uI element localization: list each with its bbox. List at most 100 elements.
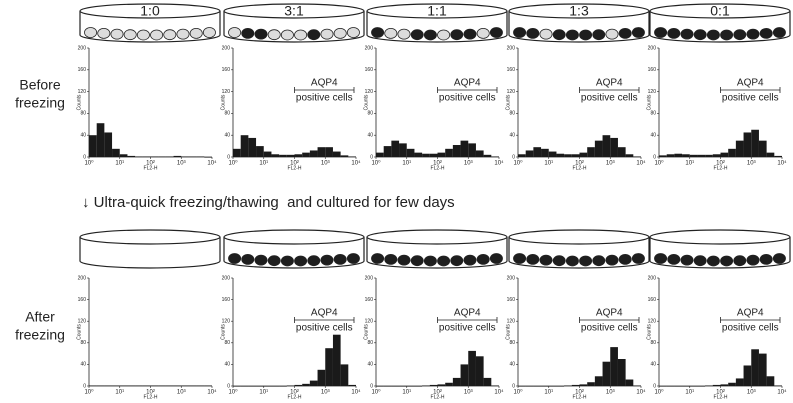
- cell: [320, 28, 334, 40]
- x-axis-label: FL2-H: [714, 394, 728, 400]
- cell: [150, 29, 164, 41]
- bar: [617, 147, 626, 157]
- x-tick-label: 10⁰: [371, 160, 381, 167]
- annotation: positive cells: [581, 323, 638, 334]
- bar: [689, 386, 698, 387]
- dish-rim: [366, 3, 508, 19]
- bar: [383, 146, 392, 157]
- x-tick-label: 10⁰: [513, 389, 523, 396]
- bar: [720, 384, 729, 386]
- x-tick-label: 10³: [747, 161, 756, 167]
- cell: [254, 254, 268, 266]
- annotation: AQP4: [596, 78, 623, 89]
- y-tick-label: 200: [222, 45, 231, 51]
- bar: [204, 157, 212, 158]
- cell: [552, 29, 566, 41]
- bar: [541, 386, 549, 387]
- bar: [751, 349, 759, 386]
- annotation: AQP4: [454, 78, 481, 89]
- x-tick-label: 10³: [464, 390, 473, 396]
- annotation: positive cells: [296, 93, 353, 104]
- bar: [564, 385, 572, 387]
- x-tick-label: 10⁰: [84, 160, 94, 167]
- bar: [188, 385, 197, 387]
- bar: [525, 150, 534, 157]
- x-tick-label: 10⁴: [777, 389, 787, 396]
- bar: [633, 385, 641, 387]
- cell: [605, 28, 619, 40]
- y-tick-label: 0: [227, 383, 230, 389]
- x-tick-label: 10⁰: [654, 160, 664, 167]
- cell: [202, 27, 216, 38]
- bar: [460, 140, 469, 157]
- x-tick-label: 10¹: [259, 161, 268, 167]
- cell: [384, 27, 398, 39]
- bar: [294, 154, 303, 157]
- x-tick-label: 10²: [716, 390, 725, 396]
- dish-rim: [79, 229, 221, 245]
- y-tick-label: 120: [222, 89, 231, 95]
- dish-label: 3:1: [284, 3, 304, 19]
- cell: [110, 28, 124, 40]
- bar: [548, 386, 557, 387]
- y-tick-label: 40: [509, 362, 515, 368]
- y-tick-label: 200: [78, 275, 87, 281]
- y-tick-label: 120: [648, 89, 657, 95]
- x-tick-label: 10²: [290, 390, 299, 396]
- y-tick-label: 120: [78, 89, 87, 95]
- cell: [307, 29, 321, 41]
- bar: [399, 143, 407, 157]
- bar: [204, 385, 212, 387]
- bar: [271, 154, 280, 157]
- bar: [233, 386, 241, 387]
- cell: [84, 27, 98, 38]
- bar: [571, 154, 580, 157]
- cell: [423, 255, 437, 267]
- bar: [475, 150, 484, 157]
- bar: [309, 380, 318, 386]
- bar: [617, 359, 626, 386]
- bar: [383, 386, 392, 387]
- x-tick-label: 10²: [146, 161, 155, 167]
- cell: [539, 254, 553, 266]
- cell: [720, 29, 734, 41]
- x-axis-label: FL2-H: [573, 165, 587, 171]
- bar: [735, 140, 744, 157]
- bar: [332, 334, 341, 386]
- cell: [450, 29, 464, 41]
- bar: [659, 386, 667, 387]
- row-label: After: [25, 309, 55, 325]
- bar: [391, 140, 400, 157]
- cell: [410, 255, 424, 267]
- y-tick-label: 80: [509, 111, 515, 117]
- cell: [680, 28, 694, 40]
- bar: [556, 153, 565, 157]
- cell: [189, 27, 203, 39]
- bar: [96, 123, 105, 157]
- annotation: AQP4: [454, 308, 481, 319]
- x-tick-label: 10⁴: [351, 389, 361, 396]
- y-tick-label: 40: [80, 133, 86, 139]
- dish-rim: [508, 229, 650, 245]
- cell: [437, 255, 451, 267]
- cell: [746, 28, 760, 40]
- cell: [772, 27, 786, 38]
- y-tick-label: 160: [648, 297, 657, 303]
- bar: [317, 369, 326, 386]
- cell: [489, 27, 503, 38]
- cell: [228, 253, 242, 264]
- bar: [142, 385, 151, 387]
- bar: [348, 384, 356, 386]
- x-tick-label: 10⁴: [207, 160, 217, 167]
- y-tick-label: 200: [507, 45, 516, 51]
- bar: [533, 386, 542, 387]
- y-tick-label: 80: [650, 340, 656, 346]
- bar: [610, 137, 618, 157]
- bar: [594, 140, 603, 157]
- dish-rim: [79, 3, 221, 19]
- bar: [406, 148, 415, 157]
- x-tick-label: 10³: [606, 161, 615, 167]
- bar: [735, 378, 744, 386]
- bar: [579, 384, 588, 386]
- cell: [463, 254, 477, 266]
